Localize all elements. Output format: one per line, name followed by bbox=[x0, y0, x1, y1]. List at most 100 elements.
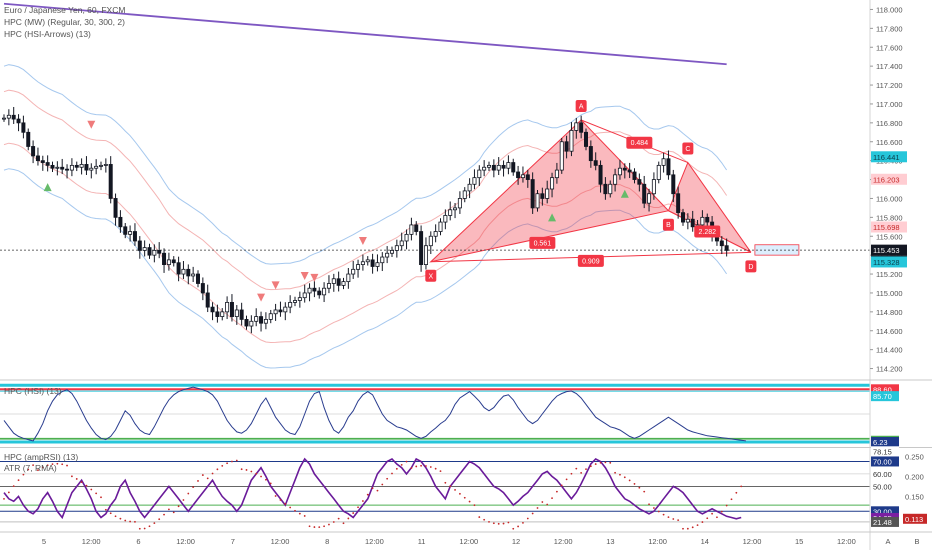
atr-dot bbox=[197, 480, 199, 482]
bearish-arrow bbox=[358, 236, 367, 245]
candle-body bbox=[152, 250, 157, 256]
amprsi-pane[interactable] bbox=[0, 457, 870, 530]
candle-body bbox=[603, 183, 608, 195]
atr-dot bbox=[269, 482, 272, 485]
atr-dot bbox=[143, 527, 146, 530]
candle-body bbox=[584, 131, 589, 147]
candle-body bbox=[506, 162, 511, 169]
price-tag-bg bbox=[871, 244, 907, 256]
price-tick-label: 117.200 bbox=[876, 81, 903, 90]
atr-dot bbox=[61, 463, 64, 466]
amp-level-tag: 70.00 bbox=[871, 456, 899, 467]
amp-level-tag: 21.48 bbox=[871, 516, 899, 527]
time-tick-label: 12:00 bbox=[459, 537, 478, 546]
main-price-pane[interactable]: X A B C D 0.484 0.561 2.282 0.909 bbox=[0, 2, 870, 369]
price-tag-label: 115.328 bbox=[873, 258, 900, 267]
pattern-ratio-label: 2.282 bbox=[694, 225, 721, 238]
amp-level-tag-bg bbox=[871, 481, 899, 492]
price-tick-label: 115.600 bbox=[876, 232, 903, 241]
hsi-pane[interactable] bbox=[0, 383, 870, 444]
atr-dot bbox=[177, 505, 180, 508]
price-tag-bg bbox=[871, 173, 907, 185]
candle-body bbox=[647, 193, 652, 204]
candle-body bbox=[608, 183, 613, 195]
atr-dot bbox=[415, 465, 418, 468]
atr-dot bbox=[148, 525, 151, 528]
candle-body bbox=[438, 221, 443, 232]
candle-body bbox=[520, 174, 525, 179]
candle-body bbox=[229, 301, 234, 317]
atr-dot bbox=[90, 488, 93, 491]
atr-dot bbox=[221, 464, 224, 467]
price-tag-bg bbox=[871, 151, 907, 163]
candle-body bbox=[351, 268, 356, 275]
price-tick-label: 114.800 bbox=[876, 308, 903, 317]
candle-body bbox=[540, 193, 545, 199]
atr-dot bbox=[623, 476, 626, 479]
price-tick-label: 116.600 bbox=[876, 138, 903, 147]
hsi-level-tag: 85.70 bbox=[871, 391, 899, 402]
price-tag: 116.203 bbox=[871, 173, 907, 185]
atr-dot bbox=[580, 472, 583, 474]
atr-dot bbox=[420, 464, 422, 467]
atr-tick-label: 0.250 bbox=[905, 452, 924, 461]
atr-dot bbox=[565, 478, 568, 481]
candle-body bbox=[302, 292, 307, 299]
atr-dot bbox=[318, 526, 321, 528]
atr-dot bbox=[468, 500, 471, 503]
candle-body bbox=[409, 224, 414, 235]
atr-dot bbox=[594, 463, 597, 465]
atr-dot bbox=[17, 479, 20, 482]
hsi-line bbox=[3, 386, 747, 442]
atr-dot bbox=[541, 501, 544, 503]
atr-dot bbox=[439, 470, 442, 473]
candle-body bbox=[394, 245, 399, 251]
atr-dot bbox=[492, 522, 495, 525]
candle-body bbox=[137, 240, 142, 251]
atr-dot bbox=[231, 460, 233, 463]
pattern-ratio-label: 0.909 bbox=[577, 254, 604, 267]
candle-body bbox=[356, 264, 361, 270]
atr-dot bbox=[265, 478, 267, 481]
atr-dot bbox=[589, 465, 592, 468]
trendline[interactable] bbox=[3, 2, 727, 66]
candle-body bbox=[404, 233, 409, 242]
candle-body bbox=[530, 179, 535, 209]
atr-dot bbox=[303, 515, 306, 517]
candle-body bbox=[554, 169, 559, 179]
candle-body bbox=[588, 146, 593, 162]
atr-dot bbox=[619, 473, 621, 476]
atr-dot bbox=[32, 464, 34, 467]
atr-dot bbox=[366, 493, 369, 496]
candle-body bbox=[6, 114, 11, 119]
atr-dot bbox=[153, 522, 156, 525]
candle-body bbox=[69, 164, 74, 171]
candle-body bbox=[35, 155, 40, 162]
atr-dot bbox=[454, 489, 456, 491]
amp-level-tag-bg bbox=[871, 506, 899, 517]
atr-dot bbox=[410, 467, 413, 469]
pattern-point-x-text: X bbox=[428, 273, 433, 280]
atr-dot bbox=[235, 459, 238, 462]
pattern-point-d: D bbox=[745, 260, 757, 273]
candle-body bbox=[598, 164, 603, 185]
price-tag: 115.453 bbox=[871, 244, 907, 256]
pattern-point-x-bg bbox=[425, 269, 437, 282]
candle-body bbox=[346, 273, 351, 283]
price-tick-label: 117.000 bbox=[876, 100, 903, 109]
candle-body bbox=[103, 164, 108, 166]
price-tag: 116.441 bbox=[871, 151, 907, 163]
atr-dot bbox=[686, 527, 689, 530]
bullish-arrow bbox=[548, 213, 557, 222]
amp-level-tag: 78.15 bbox=[871, 446, 899, 457]
candle-body bbox=[724, 245, 729, 251]
atr-dot bbox=[546, 503, 549, 506]
candle-body bbox=[569, 130, 574, 152]
candle-body bbox=[113, 198, 118, 218]
candle-body bbox=[297, 297, 302, 301]
atr-dot bbox=[609, 461, 612, 464]
atr-dot bbox=[342, 522, 345, 525]
candle-body bbox=[564, 141, 569, 152]
candle-body bbox=[108, 164, 113, 199]
